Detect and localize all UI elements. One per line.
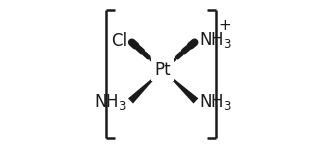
Text: NH$_3$: NH$_3$ (200, 30, 232, 50)
Polygon shape (128, 70, 162, 104)
Text: NH$_3$: NH$_3$ (94, 92, 127, 112)
Text: +: + (219, 18, 231, 33)
Text: Pt: Pt (154, 61, 171, 79)
Polygon shape (162, 70, 198, 104)
Text: NH$_3$: NH$_3$ (200, 92, 232, 112)
Text: Cl: Cl (111, 31, 127, 49)
